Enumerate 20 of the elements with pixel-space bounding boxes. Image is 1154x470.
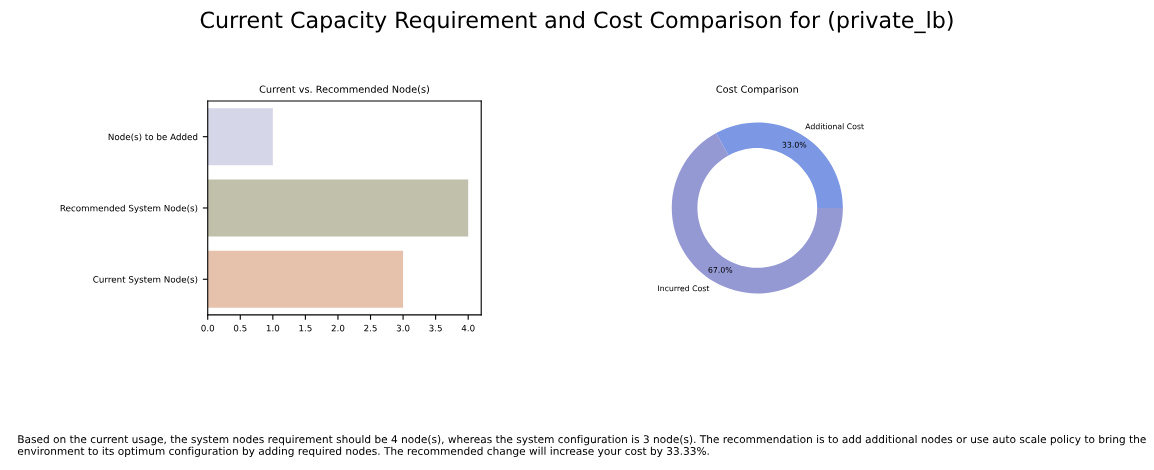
- x-tick-label: 1.0: [266, 324, 280, 332]
- chart-title: Cost Comparison: [716, 85, 798, 95]
- x-tick-label: 0.5: [233, 324, 247, 332]
- chart-title: Current vs. Recommended Node(s): [259, 85, 429, 94]
- x-tick-label: 3.0: [396, 324, 410, 332]
- x-tick-label: 0.0: [201, 324, 215, 332]
- donut-slice: [716, 122, 843, 208]
- x-tick-label: 1.5: [299, 324, 312, 332]
- x-tick-label: 2.0: [331, 324, 345, 332]
- bar: [207, 108, 273, 166]
- text: Based on the current usage, the system nodes requirement should be 4 node(s), whereas the system configuration is 3 node(s). The recommendation is to add additional nodes or use auto scale policy to bring the environment to its optimum configuration by adding required nodes. The recommended change will increase your cost by 33.33%.: [17, 435, 1146, 458]
- bar: [207, 250, 404, 308]
- y-tick-label: Recommended System Node(s): [60, 204, 198, 214]
- x-tick-label: 4.0: [461, 324, 475, 332]
- text: Current Capacity Requirement and Cost Comparison for (private_lb): [200, 11, 953, 34]
- y-tick-label: Current System Node(s): [93, 275, 198, 285]
- x-tick-label: 3.5: [429, 324, 442, 332]
- bar: [207, 179, 469, 237]
- y-tick-label: Node(s) to be Added: [108, 133, 198, 142]
- x-tick-label: 2.5: [364, 324, 377, 332]
